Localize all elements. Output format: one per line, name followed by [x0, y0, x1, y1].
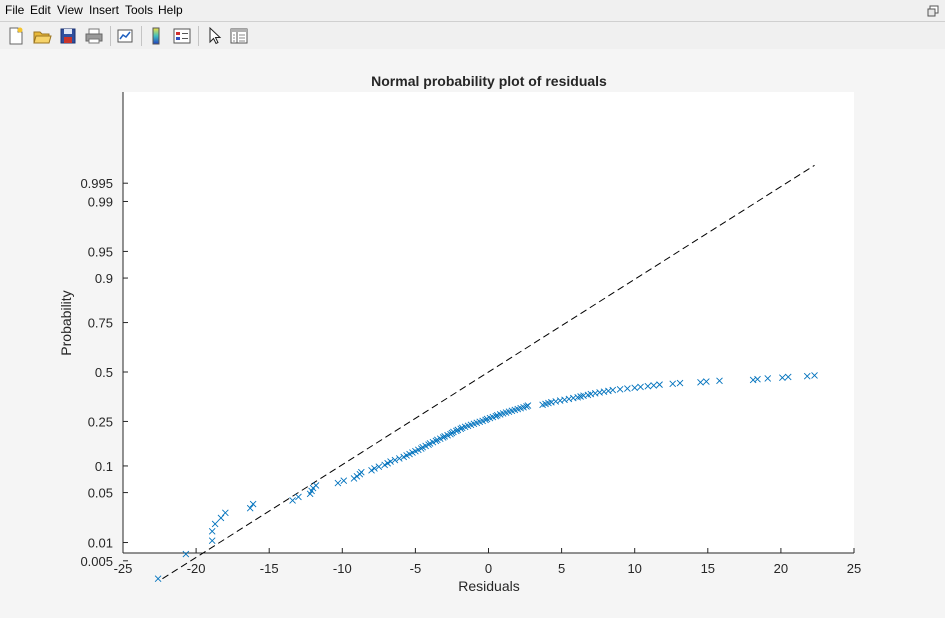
- data-point: [395, 455, 403, 462]
- y-tick-label: 0.5: [95, 365, 113, 380]
- menu-view[interactable]: View: [57, 3, 83, 17]
- menu-tools[interactable]: Tools: [125, 3, 154, 17]
- y-tick-label: 0.005: [80, 554, 113, 569]
- data-point: [716, 377, 723, 385]
- x-axis-label: Residuals: [458, 578, 519, 594]
- plot-area: [123, 92, 854, 553]
- menu-bar: File Edit View Insert Tools Help: [0, 0, 945, 20]
- toolbar-separator: [110, 26, 111, 46]
- data-point: [217, 514, 225, 522]
- toolbar-separator: [141, 26, 142, 46]
- x-tick-label: 15: [701, 561, 715, 576]
- y-tick-label: 0.95: [88, 244, 113, 259]
- data-point: [249, 500, 257, 508]
- data-points: [154, 372, 818, 583]
- insert-colorbar-icon[interactable]: [146, 26, 166, 46]
- y-tick-label: 0.01: [88, 536, 113, 551]
- data-point: [703, 378, 710, 385]
- y-tick-label: 0.995: [80, 176, 113, 191]
- x-tick-label: -25: [114, 561, 133, 576]
- data-point: [357, 468, 365, 476]
- y-tick-label: 0.75: [88, 316, 113, 331]
- link-plot-icon[interactable]: [115, 26, 135, 46]
- save-icon[interactable]: [58, 26, 78, 46]
- data-point: [350, 475, 358, 482]
- data-point: [211, 520, 219, 528]
- open-file-icon[interactable]: [32, 26, 52, 46]
- y-axis-label: Probability: [58, 290, 74, 355]
- insert-legend-icon[interactable]: [172, 26, 192, 46]
- x-tick-label: 5: [558, 561, 565, 576]
- data-point: [154, 575, 162, 583]
- data-point: [246, 504, 254, 512]
- data-point: [624, 385, 631, 392]
- data-point: [375, 463, 383, 470]
- data-point: [754, 375, 761, 383]
- x-tick-label: 0: [485, 561, 492, 576]
- y-tick-label: 0.1: [95, 459, 113, 474]
- data-point: [631, 384, 639, 392]
- data-point: [650, 382, 658, 389]
- data-point: [644, 382, 652, 390]
- x-tick-label: 25: [847, 561, 861, 576]
- y-tick-label: 0.9: [95, 271, 113, 286]
- data-point: [609, 386, 617, 394]
- data-point: [524, 402, 532, 409]
- data-point: [340, 477, 348, 484]
- menu-edit[interactable]: Edit: [30, 3, 51, 17]
- data-point: [295, 493, 302, 501]
- data-point: [371, 465, 378, 472]
- data-point: [676, 379, 684, 387]
- data-point: [779, 374, 786, 382]
- data-point: [784, 373, 792, 381]
- data-point: [764, 375, 772, 382]
- x-tick-label: -15: [260, 561, 279, 576]
- reference-line: [162, 164, 815, 580]
- data-point: [811, 372, 818, 379]
- normal-probability-plot: Normal probability plot of residuals -25…: [58, 73, 861, 594]
- data-point: [368, 467, 375, 474]
- new-figure-icon[interactable]: [6, 26, 26, 46]
- toolbar-separator: [198, 26, 199, 46]
- edit-plot-arrow-icon[interactable]: [204, 26, 224, 46]
- data-point: [669, 380, 677, 388]
- x-tick-label: -5: [410, 561, 422, 576]
- data-point: [208, 537, 216, 544]
- menu-file[interactable]: File: [5, 3, 25, 17]
- data-point: [182, 550, 190, 558]
- figure-toolbar: [0, 21, 945, 50]
- y-tick-label: 0.25: [88, 414, 113, 429]
- data-point: [312, 482, 320, 489]
- data-point: [208, 527, 216, 535]
- print-icon[interactable]: [84, 26, 104, 46]
- menu-insert[interactable]: Insert: [89, 3, 120, 17]
- data-point: [616, 386, 624, 393]
- data-point: [222, 509, 229, 517]
- x-tick-label: -20: [187, 561, 206, 576]
- data-point: [391, 456, 399, 464]
- data-point: [637, 383, 644, 391]
- figure-canvas: Normal probability plot of residuals -25…: [0, 49, 945, 618]
- reference-line-group: [162, 164, 815, 580]
- property-inspector-icon[interactable]: [229, 26, 249, 46]
- x-tick-label: 20: [774, 561, 788, 576]
- x-tick-label: 10: [627, 561, 641, 576]
- data-point: [387, 458, 394, 465]
- data-point: [334, 479, 342, 487]
- data-point: [697, 378, 704, 386]
- menu-help[interactable]: Help: [158, 3, 183, 17]
- y-tick-label: 0.99: [88, 194, 113, 209]
- undock-figure-icon[interactable]: [927, 5, 939, 17]
- data-point: [289, 497, 296, 504]
- y-tick-label: 0.05: [88, 486, 113, 501]
- axes: -25 -20 -15 -10 -5 0 5 10 15 20 25 0.005 0.01 0.05 0.1…: [80, 92, 861, 576]
- data-point: [803, 372, 811, 380]
- chart-title: Normal probability plot of residuals: [371, 73, 607, 89]
- x-tick-label: -10: [333, 561, 352, 576]
- data-point: [656, 381, 663, 388]
